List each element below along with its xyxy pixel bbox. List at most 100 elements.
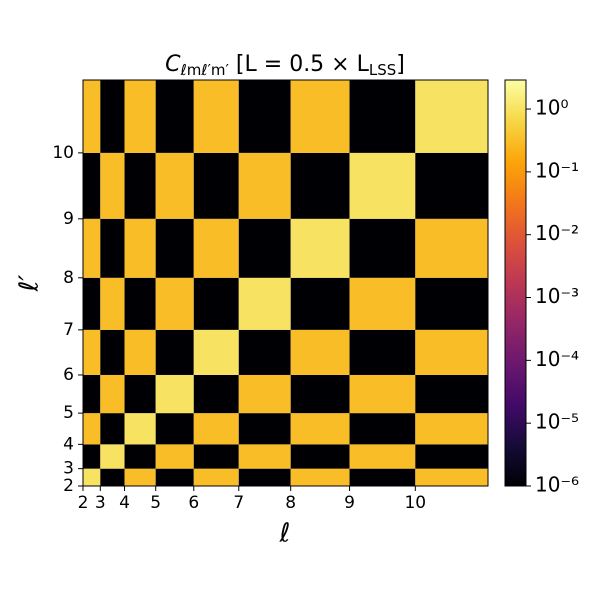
y-tick-label: 3 <box>63 459 74 479</box>
heatmap-cell <box>83 374 101 414</box>
heatmap-cell <box>290 374 350 414</box>
x-tick-label: 5 <box>150 493 161 513</box>
chart-title: Cℓmℓ′m′ [L = 0.5 × LLSS] <box>165 52 405 79</box>
heatmap-cell <box>415 329 488 375</box>
heatmap-cell <box>124 329 156 375</box>
y-tick-label: 10 <box>52 143 74 163</box>
heatmap-cell <box>155 413 194 445</box>
heatmap-cell <box>100 413 125 445</box>
heatmap-cell <box>124 413 156 445</box>
heatmap-cell <box>290 413 350 445</box>
heatmap-cell <box>349 468 416 486</box>
colorbar-tick-label: 10⁻³ <box>535 284 579 308</box>
x-tick-label: 10 <box>404 493 426 513</box>
heatmap-cell <box>124 80 156 153</box>
heatmap-cell <box>155 218 194 278</box>
heatmap-cell <box>349 152 416 219</box>
heatmap-cell <box>290 152 350 219</box>
heatmap-cell <box>100 218 125 278</box>
colorbar-tick-label: 10⁰ <box>535 96 568 120</box>
heatmap-cell <box>124 468 156 486</box>
title-part: [L = 0.5 × L <box>229 52 370 77</box>
heatmap-cell <box>124 218 156 278</box>
heatmap-cell <box>100 80 125 153</box>
x-tick-label: 7 <box>233 493 244 513</box>
heatmap-cell <box>238 277 291 330</box>
heatmap-cell <box>238 444 291 469</box>
heatmap-cell <box>238 218 291 278</box>
heatmap-cell <box>415 152 488 219</box>
heatmap-cell <box>193 329 239 375</box>
x-tick-label: 4 <box>119 493 130 513</box>
heatmap-cell <box>349 444 416 469</box>
colorbar-tick-label: 10⁻⁵ <box>535 410 579 434</box>
colorbar-tick-label: 10⁻⁴ <box>535 347 579 371</box>
title-part: ℓmℓ′m′ <box>180 61 230 79</box>
heatmap-cell <box>155 152 194 219</box>
heatmap-cell <box>290 218 350 278</box>
heatmap-cell <box>349 374 416 414</box>
heatmap-cell <box>415 413 488 445</box>
heatmap-cell <box>155 468 194 486</box>
heatmap-cell <box>415 218 488 278</box>
heatmap-cell <box>100 329 125 375</box>
heatmap-cell <box>193 374 239 414</box>
heatmap-cell <box>124 152 156 219</box>
heatmap-cell <box>290 444 350 469</box>
heatmap-cell <box>155 374 194 414</box>
heatmap-cell <box>100 152 125 219</box>
heatmap-cell <box>415 444 488 469</box>
heatmap-cell <box>155 277 194 330</box>
x-tick-label: 6 <box>188 493 199 513</box>
heatmap-cell <box>83 80 101 153</box>
heatmap-cell <box>155 329 194 375</box>
heatmap-cell <box>349 329 416 375</box>
colorbar <box>504 79 527 487</box>
heatmap-cell <box>290 80 350 153</box>
heatmap-cell <box>193 218 239 278</box>
heatmap-cell <box>290 329 350 375</box>
y-tick-label: 9 <box>63 209 74 229</box>
heatmap-cell <box>193 152 239 219</box>
heatmap-cell <box>238 80 291 153</box>
heatmap-cell <box>100 374 125 414</box>
y-tick-label: 2 <box>63 476 74 496</box>
x-tick-label: 8 <box>285 493 296 513</box>
heatmap-cell <box>100 444 125 469</box>
x-axis-label: ℓ <box>279 519 291 549</box>
y-tick-label: 7 <box>63 320 74 340</box>
heatmap-cell <box>238 329 291 375</box>
heatmap-cell <box>193 444 239 469</box>
heatmap-cell <box>349 277 416 330</box>
heatmap-cell <box>193 80 239 153</box>
heatmap-cell <box>83 444 101 469</box>
colorbar-tick-label: 10⁻⁶ <box>535 473 579 497</box>
heatmap-cell <box>83 277 101 330</box>
heatmap-cell <box>124 277 156 330</box>
heatmap-cell <box>193 413 239 445</box>
heatmap-cell <box>415 468 488 486</box>
heatmap-cell <box>155 444 194 469</box>
heatmap-cell <box>100 277 125 330</box>
y-tick-label: 6 <box>63 365 74 385</box>
title-part: ] <box>396 52 405 77</box>
y-tick-label: 5 <box>63 403 74 423</box>
heatmap-cell <box>100 468 125 486</box>
plot-frame <box>82 79 489 487</box>
y-axis-label: ℓ′ <box>15 275 45 293</box>
colorbar-tick-label: 10⁻¹ <box>535 158 579 182</box>
heatmap-cell <box>83 468 101 486</box>
colorbar-tick-label: 10⁻² <box>535 221 579 245</box>
heatmap-cell <box>415 80 488 153</box>
heatmap-cell <box>238 413 291 445</box>
heatmap-cell <box>155 80 194 153</box>
heatmap-cell <box>83 218 101 278</box>
x-tick-label: 3 <box>95 493 106 513</box>
heatmap-cell <box>349 218 416 278</box>
heatmap-cell <box>290 277 350 330</box>
heatmap-cell <box>193 277 239 330</box>
heatmap-cell <box>124 374 156 414</box>
heatmap-cell <box>290 468 350 486</box>
heatmap-cell <box>193 468 239 486</box>
